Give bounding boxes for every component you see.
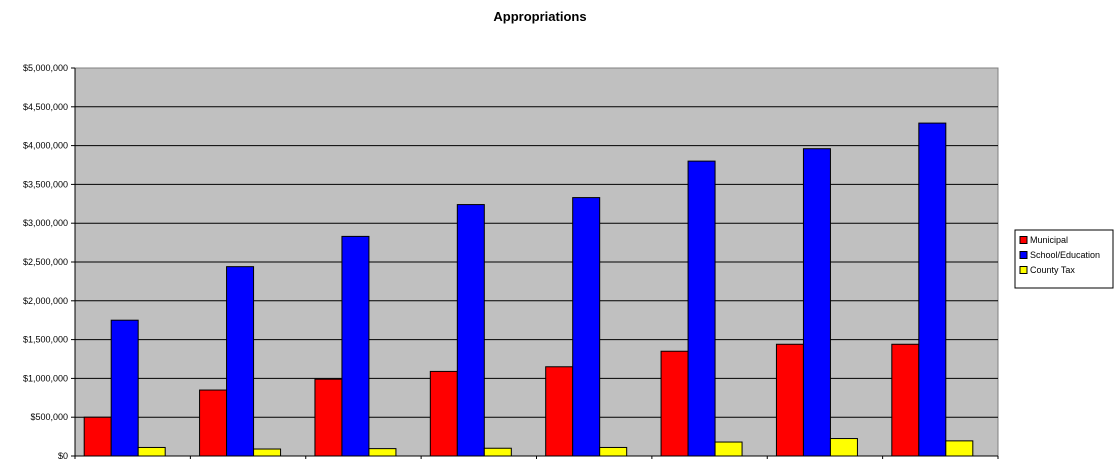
bar-municipal (775, 343, 804, 457)
bar-county-tax (137, 446, 166, 457)
bar-municipal (545, 366, 574, 457)
y-tick-label: $1,500,000 (23, 335, 68, 345)
legend: Municipal School/Education County Tax (1014, 229, 1114, 289)
bar-county-tax (829, 438, 858, 457)
bar-school-education (341, 235, 370, 457)
legend-swatch (1019, 266, 1028, 274)
bar-school-education (572, 197, 601, 457)
legend-swatch (1019, 251, 1028, 259)
bar-county-tax (599, 446, 628, 457)
bar-county-tax (253, 448, 282, 457)
bar-school-education (110, 319, 139, 457)
legend-box (1014, 229, 1114, 289)
bar-school-education (226, 266, 255, 457)
bar-county-tax (945, 440, 974, 457)
bar-county-tax (714, 441, 743, 457)
axes: $0 $500,000 $1,000,000 $1,500,000 $2,000,000… (23, 63, 999, 459)
y-tick-label: $3,000,000 (23, 218, 68, 228)
bar-county-tax (368, 448, 397, 457)
y-tick-label: $2,500,000 (23, 257, 68, 267)
y-tick-label: $3,500,000 (23, 179, 68, 189)
bar-municipal (199, 389, 228, 457)
bar-municipal (83, 416, 112, 457)
y-tick-label: $1,000,000 (23, 373, 68, 383)
y-tick-label: $500,000 (30, 412, 68, 422)
y-tick-label: $4,500,000 (23, 102, 68, 112)
chart-title: Appropriations (493, 9, 586, 24)
legend-label: School/Education (1030, 250, 1100, 260)
bar-municipal (891, 343, 920, 457)
y-tick-label: $2,000,000 (23, 296, 68, 306)
bars (83, 122, 974, 457)
bar-county-tax (483, 447, 512, 457)
bar-school-education (456, 204, 485, 457)
bar-municipal (314, 378, 343, 457)
legend-swatch (1019, 236, 1028, 244)
legend-label: County Tax (1030, 265, 1075, 275)
legend-label: Municipal (1030, 235, 1068, 245)
bar-municipal (429, 370, 458, 457)
bar-municipal (660, 350, 689, 457)
bar-school-education (918, 122, 947, 457)
y-tick-label: $0 (58, 451, 68, 459)
bar-school-education (687, 160, 716, 457)
y-tick-label: $5,000,000 (23, 63, 68, 73)
y-tick-label: $4,000,000 (23, 141, 68, 151)
bar-school-education (802, 148, 831, 457)
